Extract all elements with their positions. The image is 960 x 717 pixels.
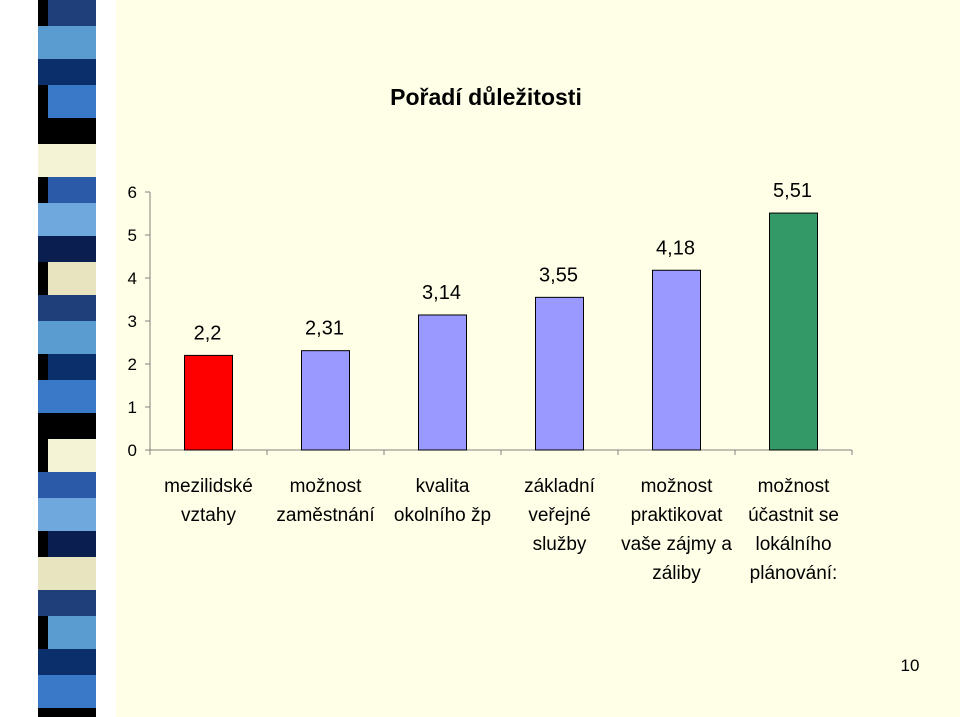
y-tick-label: 0 — [128, 441, 137, 460]
stripe-block — [38, 472, 96, 498]
stripe-block — [38, 203, 96, 236]
page-number: 10 — [900, 656, 920, 675]
x-tick-label: možnost — [290, 476, 363, 497]
y-tick-label: 5 — [128, 226, 137, 245]
stripe-block — [38, 590, 96, 616]
stripe-block — [38, 321, 96, 354]
x-tick-label: záliby — [652, 563, 701, 584]
stripe-block — [38, 649, 96, 675]
data-label: 3,55 — [539, 264, 578, 286]
bar — [184, 354, 233, 451]
x-tick-label: kvalita — [416, 476, 470, 497]
stripe-edge — [38, 616, 48, 649]
data-label: 3,14 — [422, 282, 461, 304]
stripe-edge — [38, 354, 48, 380]
bar — [535, 296, 584, 451]
x-tick-label: praktikovat — [631, 505, 724, 526]
stripe-block — [38, 380, 96, 413]
axes: 0 1 2 3 4 5 6 — [128, 183, 853, 460]
bar — [301, 350, 350, 451]
x-tick-label: okolního žp — [394, 505, 491, 526]
data-label: 2,2 — [194, 322, 222, 344]
stripe-edge — [38, 708, 48, 717]
category-labels: mezilidské vztahy možnost zaměstnání kvalita… — [164, 476, 839, 584]
stripe-edge — [38, 531, 48, 557]
x-tick-label: vztahy — [181, 505, 236, 526]
x-tick-label: účastnit se — [748, 505, 839, 526]
x-tick-label: možnost — [641, 476, 714, 497]
stripe-block — [38, 118, 96, 144]
y-tick-label: 6 — [128, 183, 137, 202]
stripe-edge — [38, 262, 48, 295]
bars — [184, 212, 818, 451]
value-labels: 2,2 2,31 3,14 3,55 4,18 5,51 — [194, 180, 812, 344]
y-tick-label: 4 — [128, 269, 137, 288]
stripe-block — [38, 295, 96, 321]
x-tick-label: veřejné — [528, 505, 590, 526]
stripe-block — [38, 26, 96, 59]
bar — [418, 314, 467, 451]
stripe-block — [38, 59, 96, 85]
stripe-block — [38, 144, 96, 177]
stripe-edge — [38, 177, 48, 203]
x-tick-label: lokálního — [755, 534, 831, 555]
x-tick-label: mezilidské — [164, 476, 253, 497]
stripe-block — [38, 675, 96, 708]
chart-title: Pořadí důležitosti — [390, 84, 582, 110]
stripe-block — [38, 498, 96, 531]
y-tick-label: 1 — [128, 398, 137, 417]
y-tick-label: 3 — [128, 312, 137, 331]
stripe-block — [38, 557, 96, 590]
bar — [652, 269, 701, 451]
decorative-stripes — [38, 0, 96, 717]
data-label: 5,51 — [773, 180, 812, 202]
stripe-block — [38, 413, 96, 439]
stripe-block — [38, 236, 96, 262]
x-tick-label: zaměstnání — [276, 505, 375, 526]
x-tick-label: plánování: — [750, 563, 838, 584]
data-label: 4,18 — [656, 237, 695, 259]
x-tick-label: možnost — [758, 476, 831, 497]
stripe-block — [38, 708, 96, 717]
data-label: 2,31 — [305, 318, 344, 340]
x-tick-label: základní — [524, 476, 595, 497]
stripe-edge — [38, 439, 48, 472]
y-tick-label: 2 — [128, 355, 137, 374]
x-tick-label: vaše zájmy a — [621, 534, 732, 555]
stripe-edge — [38, 85, 48, 118]
stripe-edge — [38, 0, 48, 26]
bar — [769, 212, 818, 451]
x-tick-label: služby — [533, 534, 587, 555]
